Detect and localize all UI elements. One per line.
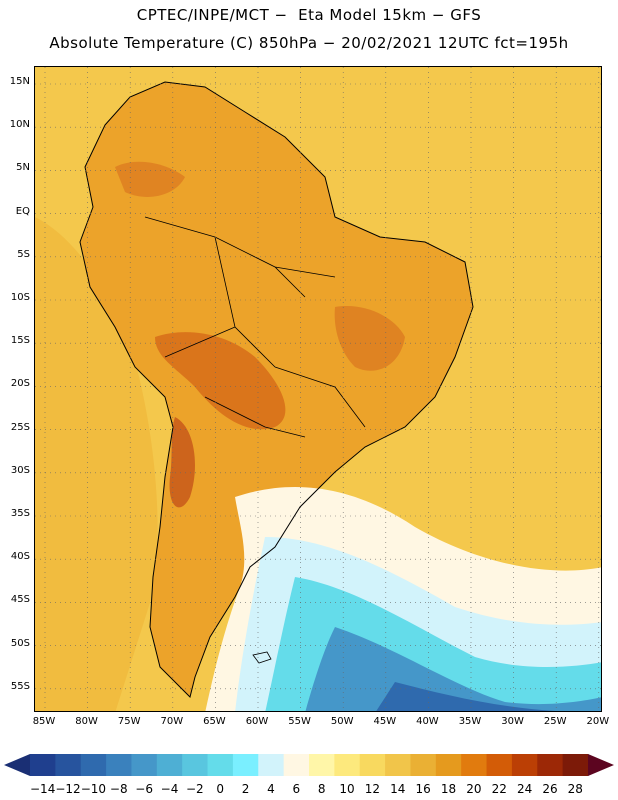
colorbar-tick-label: −2: [186, 782, 204, 796]
lon-tick-label: 85W: [32, 716, 56, 727]
colorbar: [4, 754, 614, 776]
colorbar-cells: [30, 754, 589, 776]
lon-tick-label: 65W: [203, 716, 226, 727]
map-title-line2: Absolute Temperature (C) 850hPa − 20/02/…: [49, 34, 569, 52]
lat-tick-label: 15N: [9, 76, 30, 87]
coastline: [79, 81, 474, 698]
colorbar-right-arrow: [588, 754, 614, 776]
lon-tick-label: 50W: [330, 716, 354, 727]
colorbar-tick-label: 26: [542, 782, 558, 796]
lon-tick-label: 75W: [117, 716, 141, 727]
colorbar-cell: [334, 754, 361, 776]
colorbar-tick-label: 24: [516, 782, 533, 796]
colorbar-cell: [106, 754, 132, 776]
lat-tick-label: 10S: [10, 292, 30, 303]
colorbar-tick-label: −6: [135, 782, 153, 796]
lon-tick-label: 40W: [416, 716, 439, 727]
colorbar-cell: [80, 754, 107, 776]
colorbar-cell: [131, 754, 158, 776]
colorbar-tick-label: 6: [292, 782, 301, 796]
lat-tick-label: 50S: [10, 637, 30, 649]
colorbar-tick-label: 4: [267, 782, 275, 796]
lat-tick-label: EQ: [15, 205, 30, 217]
lon-tick-label: 20W: [586, 716, 610, 727]
lat-tick-label: 20S: [10, 378, 30, 390]
colorbar-tick-label: −12: [55, 782, 81, 796]
colorbar-cell: [182, 754, 209, 776]
lat-tick-label: 5N: [16, 162, 30, 174]
cold-tongue-minus6c: [305, 627, 601, 711]
colorbar-cell: [55, 754, 82, 776]
lon-tick-label: 80W: [75, 716, 98, 727]
colorbar-tick-label: −4: [160, 782, 179, 796]
lat-tick-label: 40S: [10, 551, 30, 563]
colorbar-tick-label: −10: [80, 782, 107, 796]
colorbar-left-arrow: [4, 754, 30, 776]
colorbar-cell: [359, 754, 386, 776]
colorbar-cell: [30, 754, 56, 776]
lon-tick-label: 70W: [160, 716, 184, 727]
colorbar-cell: [258, 754, 285, 776]
colorbar-tick-label: 28: [567, 782, 583, 796]
country-borders: [144, 216, 366, 438]
lat-tick-label: 25S: [10, 421, 30, 433]
lon-tick-label: 55W: [288, 716, 311, 727]
colorbar-tick-label: −8: [109, 782, 128, 796]
lat-tick-label: 45S: [10, 594, 30, 606]
colorbar-tick-label: 16: [415, 782, 431, 796]
hot-zone-east: [334, 306, 405, 371]
colorbar-tick-label: 20: [466, 782, 482, 796]
colorbar-tick-label: 0: [216, 782, 225, 796]
lat-tick-label: 5S: [17, 248, 30, 260]
hot-zone-north: [115, 161, 185, 197]
colorbar-cell: [232, 754, 259, 776]
lat-tick-label: 35S: [10, 508, 30, 519]
falkland-islands: [252, 651, 272, 664]
lon-tick-label: 45W: [373, 716, 397, 727]
lon-tick-label: 60W: [245, 716, 269, 727]
hot-zone-andes: [169, 417, 195, 508]
map-title-line1: CPTEC/INPE/MCT − Eta Model 15km − GFS: [136, 6, 482, 24]
colorbar-cell: [207, 754, 234, 776]
colorbar-cell: [511, 754, 538, 776]
colorbar-tick-label: 22: [491, 782, 507, 796]
colorbar-cell: [461, 754, 488, 776]
colorbar-cell: [410, 754, 437, 776]
colorbar-cell: [156, 754, 183, 776]
hot-zone-chaco: [155, 332, 286, 430]
colorbar-tick-label: 18: [440, 782, 457, 796]
colorbar-cell: [385, 754, 411, 776]
colorbar-cell: [309, 754, 335, 776]
colorbar-tick-label: 10: [339, 782, 355, 796]
lon-tick-label: 35W: [458, 716, 482, 727]
colorbar-cell: [283, 754, 310, 776]
lat-tick-label: 55S: [10, 680, 30, 692]
lat-tick-label: 15S: [10, 335, 30, 347]
colorbar-cell: [435, 754, 462, 776]
colorbar-tick-label: −14: [30, 782, 56, 796]
lon-tick-label: 25W: [543, 716, 567, 727]
colorbar-tick-label: 12: [364, 782, 381, 796]
cold-tongue-minus10c: [376, 682, 555, 711]
temperature-field-map: [35, 67, 601, 711]
lat-tick-label: 10N: [9, 119, 30, 131]
colorbar-cell: [562, 754, 589, 776]
lon-tick-label: 30W: [501, 716, 524, 727]
lat-tick-label: 30S: [10, 464, 30, 476]
colorbar-tick-label: 2: [241, 782, 250, 796]
colorbar-tick-label: 14: [390, 782, 406, 796]
colorbar-tick-label: 8: [317, 782, 326, 796]
colorbar-cell: [486, 754, 513, 776]
map-panel: [34, 66, 602, 712]
colorbar-cell: [537, 754, 564, 776]
